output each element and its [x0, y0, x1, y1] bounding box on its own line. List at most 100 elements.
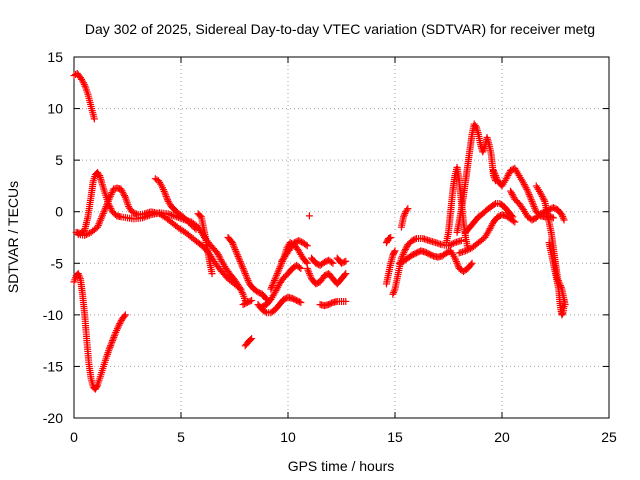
y-tick-label: 10: [47, 101, 63, 117]
data-point-trace-d: [94, 221, 102, 229]
data-point-trace-ab: [504, 171, 512, 179]
data-point-trace-ab: [520, 180, 528, 188]
data-point-trace-l: [302, 258, 310, 266]
data-point-trace-l: [270, 276, 278, 284]
data-point-trace-b: [116, 320, 124, 328]
data-point-trace-d: [81, 231, 89, 239]
data-point-trace-d: [105, 196, 113, 204]
data-point-trace-aa: [509, 213, 517, 221]
data-point-trace-u: [390, 287, 398, 295]
data-point-trace-d: [129, 208, 137, 216]
data-point-trace-z: [465, 245, 473, 253]
y-tick-label: -5: [51, 255, 64, 271]
data-point-trace-d: [131, 209, 139, 217]
data-point-trace-d: [97, 215, 105, 223]
data-point-trace-ac: [507, 187, 515, 195]
data-point-trace-j: [295, 298, 303, 306]
data-point-trace-ab: [505, 170, 513, 178]
data-point-trace-z: [488, 221, 496, 229]
axis-ticks: 0 5 10 15 20 25 -20 -15 -10 -5 0 5 10 15: [43, 49, 617, 445]
data-point-trace-b: [109, 337, 117, 345]
data-point-trace-ab: [524, 189, 532, 197]
data-point-trace-d: [99, 211, 107, 219]
data-point-trace-l: [273, 271, 281, 279]
data-point-trace-l: [269, 280, 277, 288]
data-point-trace-b: [108, 338, 116, 346]
data-point-trace-g: [243, 275, 251, 283]
data-point-trace-d: [98, 213, 106, 221]
x-tick-label: 15: [387, 429, 403, 445]
data-point-trace-e: [192, 225, 200, 233]
data-point-trace-l: [277, 261, 285, 269]
x-axis-label: GPS time / hours: [288, 458, 395, 474]
data-point-trace-f: [208, 270, 216, 278]
data-point-trace-ac: [559, 213, 567, 221]
data-point-trace-ac: [558, 211, 566, 219]
data-point-trace-l: [273, 270, 281, 278]
data-point-trace-u: [401, 247, 409, 255]
data-point-trace-y: [479, 148, 487, 156]
data-point-trace-ae: [560, 303, 568, 311]
data-point-trace-z: [511, 218, 519, 226]
data-point-trace-g: [238, 261, 246, 269]
data-point-trace-d: [104, 199, 112, 207]
data-point-trace-ac: [507, 189, 515, 197]
data-point-trace-v: [400, 213, 408, 221]
y-tick-label: -20: [43, 410, 63, 426]
y-tick-label: 5: [55, 152, 63, 168]
data-point-trace-b: [107, 340, 115, 348]
data-point-trace-e: [157, 180, 165, 188]
data-point-trace-g: [242, 271, 250, 279]
data-point-trace-d: [101, 204, 109, 212]
data-point-trace-u: [411, 235, 419, 243]
data-point-trace-o: [305, 270, 313, 278]
data-point-trace-l: [270, 278, 278, 286]
data-point-trace-d: [128, 208, 136, 216]
data-point-trace-o: [306, 271, 314, 279]
data-point-trace-u: [457, 237, 465, 245]
data-point-trace-g: [231, 244, 238, 252]
data-point-trace-ab: [523, 185, 531, 193]
data-point-trace-d: [95, 220, 103, 228]
plot-frame: [73, 56, 610, 419]
data-point-trace-l: [267, 285, 275, 293]
data-point-trace-g: [234, 252, 242, 260]
data-point-trace-w: [451, 254, 459, 262]
data-point-trace-f: [196, 212, 204, 220]
data-point-trace-d: [99, 209, 107, 217]
data-point-trace-g: [240, 266, 248, 274]
data-point-trace-s: [387, 234, 395, 241]
data-point-trace-ab: [519, 179, 527, 187]
data-point-trace-z: [485, 226, 493, 234]
data-point-trace-l: [268, 282, 276, 290]
data-point-trace-h: [248, 335, 256, 343]
data-point-trace-l: [271, 275, 279, 283]
data-point-trace-e: [164, 196, 172, 204]
data-point-trace-y: [471, 122, 479, 130]
data-points: [70, 70, 569, 393]
data-point-trace-e: [162, 192, 170, 200]
data-point-trace-b: [76, 273, 84, 281]
data-point-trace-b: [74, 270, 82, 278]
data-point-trace-b: [106, 343, 114, 351]
data-point-trace-ad: [537, 191, 545, 199]
data-point-trace-o: [303, 264, 311, 272]
data-point-trace-ab: [529, 201, 537, 209]
data-point-trace-d: [96, 216, 104, 224]
data-point-trace-m: [302, 241, 310, 249]
data-point-trace-a: [81, 82, 89, 90]
data-point-trace-ab: [527, 196, 535, 204]
data-point-trace-ab: [528, 197, 536, 205]
data-point-trace-y: [480, 144, 488, 152]
data-point-trace-b: [75, 271, 83, 279]
data-point-trace-e: [163, 194, 171, 202]
data-point-trace-ab: [489, 166, 497, 174]
data-point-trace-o: [305, 268, 313, 276]
data-point-trace-b: [111, 330, 119, 338]
data-point-trace-g: [236, 258, 244, 266]
data-point-trace-d: [102, 203, 110, 211]
data-point-trace-e: [191, 224, 199, 232]
data-point-trace-z: [462, 247, 470, 255]
data-point-trace-b: [115, 321, 123, 329]
data-point-trace-ac: [508, 190, 516, 198]
